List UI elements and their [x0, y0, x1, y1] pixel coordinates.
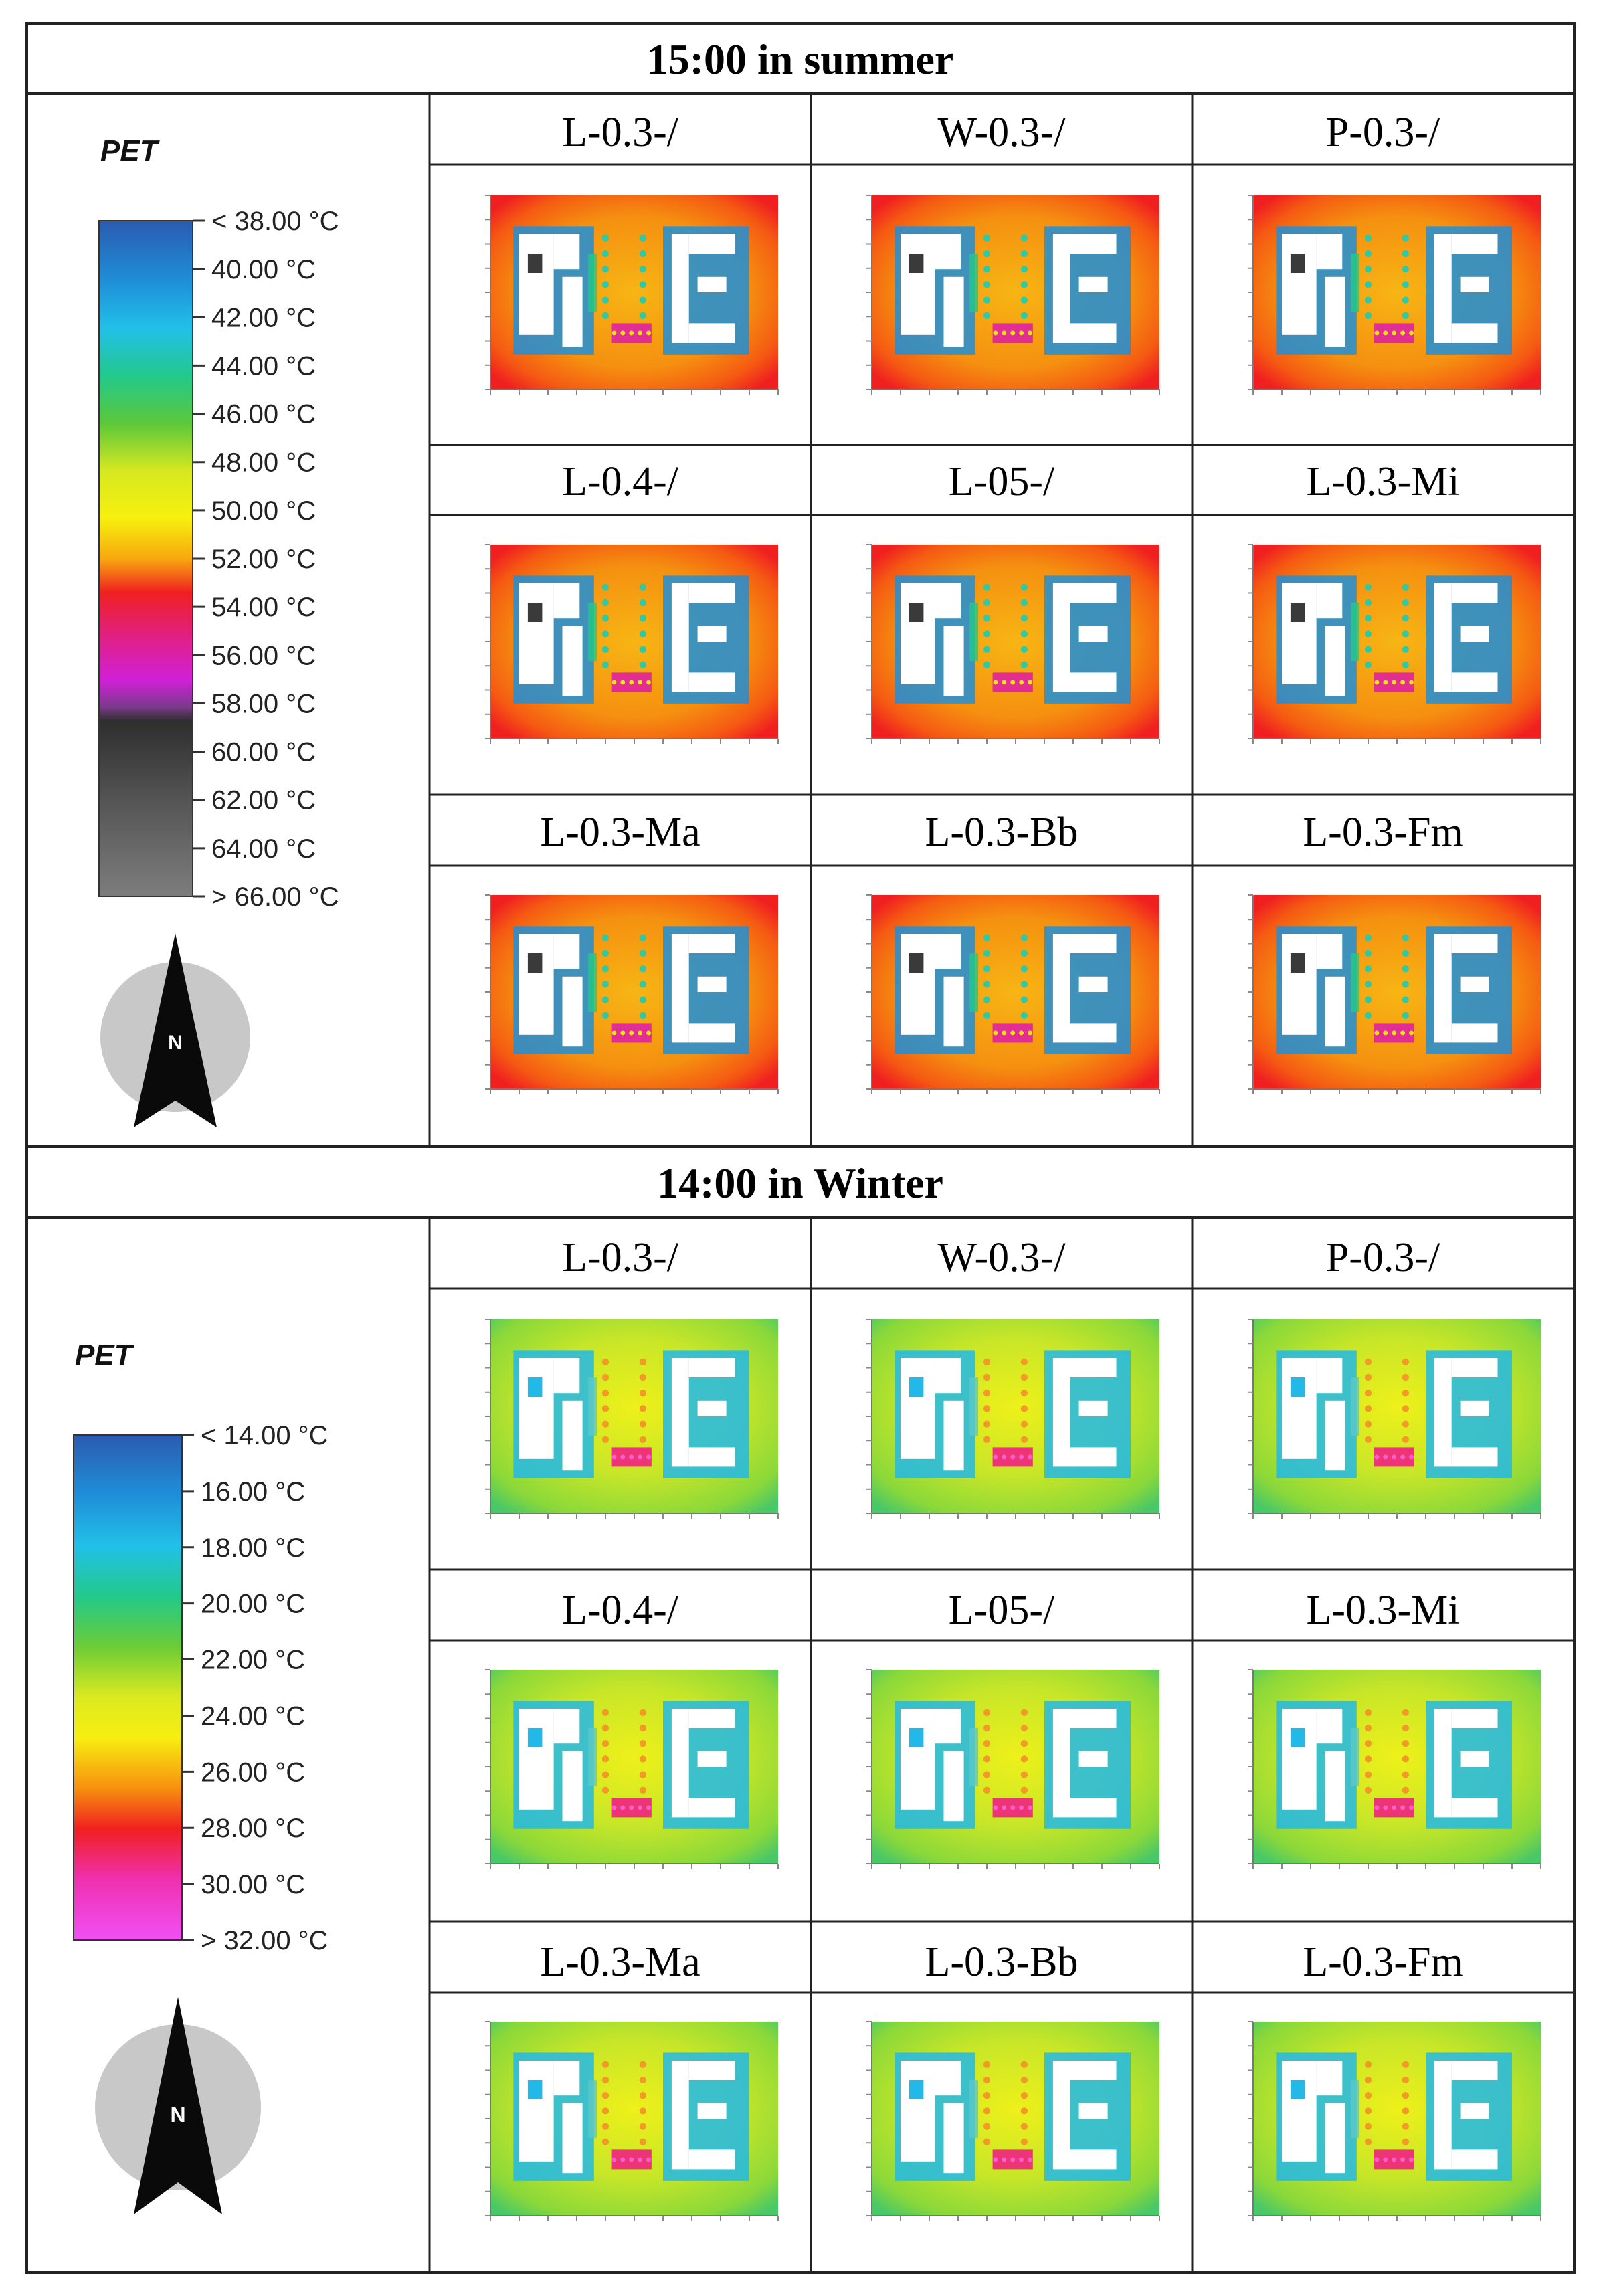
legend-tick-label: 40.00 °C — [211, 255, 316, 284]
winter-thermal-map-5 — [866, 1669, 1160, 1869]
legend-tick-label: 30.00 °C — [201, 1870, 305, 1899]
winter-cell-label-7: L-0.3-Ma — [540, 1939, 700, 1985]
winter-cell-label-5: L-05-/ — [949, 1588, 1055, 1633]
summer-thermal-map-5 — [866, 544, 1160, 744]
winter-north-arrow: N — [95, 1997, 261, 2214]
winter-cell-label-9: L-0.3-Fm — [1303, 1939, 1463, 1985]
summer-cell-label-4: L-0.4-/ — [562, 459, 679, 504]
winter-thermal-map-9 — [1248, 2021, 1541, 2221]
winter-section: 14:00 in Winter PET < 14.00 °C 16.00 °C 18… — [27, 1159, 1574, 2273]
legend-tick-label: 42.00 °C — [211, 303, 316, 332]
winter-cell-label-2: W-0.3-/ — [937, 1235, 1066, 1280]
legend-tick-label: 56.00 °C — [211, 641, 316, 670]
winter-thermal-map-3 — [1248, 1319, 1541, 1519]
winter-thermal-map-6 — [1248, 1669, 1541, 1869]
summer-cell-label-7: L-0.3-Ma — [540, 809, 700, 855]
summer-cell-label-8: L-0.3-Bb — [925, 809, 1078, 855]
legend-tick-label: 24.00 °C — [201, 1701, 305, 1731]
summer-thermal-map-9 — [1248, 894, 1541, 1094]
winter-cell-label-6: L-0.3-Mi — [1306, 1588, 1459, 1633]
legend-tick-label: 60.00 °C — [211, 738, 316, 767]
winter-legend: PET < 14.00 °C 16.00 °C 18.00 °C 20.00 °C 22… — [73, 1339, 328, 1955]
summer-section: 15:00 in summer PET < 38.00 °C 40.00 °C 42… — [27, 35, 1574, 1148]
summer-cell-label-9: L-0.3-Fm — [1303, 809, 1463, 855]
summer-cell-label-2: W-0.3-/ — [937, 110, 1066, 155]
summer-thermal-map-6 — [1248, 544, 1541, 744]
winter-cell-label-1: L-0.3-/ — [562, 1235, 679, 1280]
summer-legend-colorbar — [98, 220, 193, 897]
legend-tick-label: 18.00 °C — [201, 1533, 305, 1563]
legend-tick-label: 20.00 °C — [201, 1590, 305, 1619]
legend-tick-label: 48.00 °C — [211, 448, 316, 478]
summer-cell-label-5: L-05-/ — [949, 459, 1055, 504]
winter-cell-label-8: L-0.3-Bb — [925, 1939, 1078, 1985]
winter-thermal-map-1 — [485, 1319, 779, 1519]
winter-thermal-map-7 — [485, 2021, 779, 2221]
legend-tick-label: < 14.00 °C — [201, 1421, 328, 1450]
summer-legend: PET < 38.00 °C 40.00 °C 42.00 °C 44.00 °C 46… — [98, 134, 339, 912]
winter-thermal-map-2 — [866, 1319, 1160, 1519]
summer-north-arrow: N — [100, 933, 250, 1127]
legend-tick-label: > 66.00 °C — [211, 882, 339, 912]
summer-thermal-map-4 — [485, 544, 779, 744]
winter-thermal-map-8 — [866, 2021, 1160, 2221]
legend-tick-label: 58.00 °C — [211, 689, 316, 719]
summer-thermal-map-2 — [866, 195, 1160, 395]
summer-thermal-map-7 — [485, 894, 779, 1094]
legend-tick-label: < 38.00 °C — [211, 207, 339, 236]
winter-north-label: N — [170, 2103, 185, 2127]
winter-section-title: 14:00 in Winter — [657, 1159, 943, 1207]
summer-cell-label-6: L-0.3-Mi — [1306, 459, 1459, 504]
winter-thermal-map-4 — [485, 1669, 779, 1869]
summer-thermal-map-8 — [866, 894, 1160, 1094]
summer-legend-label: PET — [100, 134, 160, 167]
legend-tick-label: > 32.00 °C — [201, 1926, 328, 1955]
legend-tick-label: 22.00 °C — [201, 1646, 305, 1675]
summer-thermal-map-3 — [1248, 195, 1541, 395]
winter-legend-label: PET — [75, 1339, 134, 1371]
legend-tick-label: 28.00 °C — [201, 1814, 305, 1843]
legend-tick-label: 54.00 °C — [211, 593, 316, 622]
legend-tick-label: 44.00 °C — [211, 351, 316, 381]
winter-cell-label-4: L-0.4-/ — [562, 1588, 679, 1633]
legend-tick-label: 16.00 °C — [201, 1477, 305, 1507]
summer-cell-label-3: P-0.3-/ — [1326, 110, 1440, 155]
winter-legend-colorbar — [73, 1434, 183, 1941]
legend-tick-label: 62.00 °C — [211, 786, 316, 816]
winter-cell-label-3: P-0.3-/ — [1326, 1235, 1440, 1280]
summer-thermal-map-1 — [485, 195, 779, 395]
legend-tick-label: 26.00 °C — [201, 1757, 305, 1787]
legend-tick-label: 46.00 °C — [211, 400, 316, 429]
legend-tick-label: 64.00 °C — [211, 834, 316, 864]
legend-tick-label: 52.00 °C — [211, 545, 316, 574]
summer-north-label: N — [168, 1032, 183, 1054]
summer-cell-label-1: L-0.3-/ — [562, 110, 679, 155]
legend-tick-label: 50.00 °C — [211, 496, 316, 526]
summer-section-title: 15:00 in summer — [647, 35, 954, 83]
